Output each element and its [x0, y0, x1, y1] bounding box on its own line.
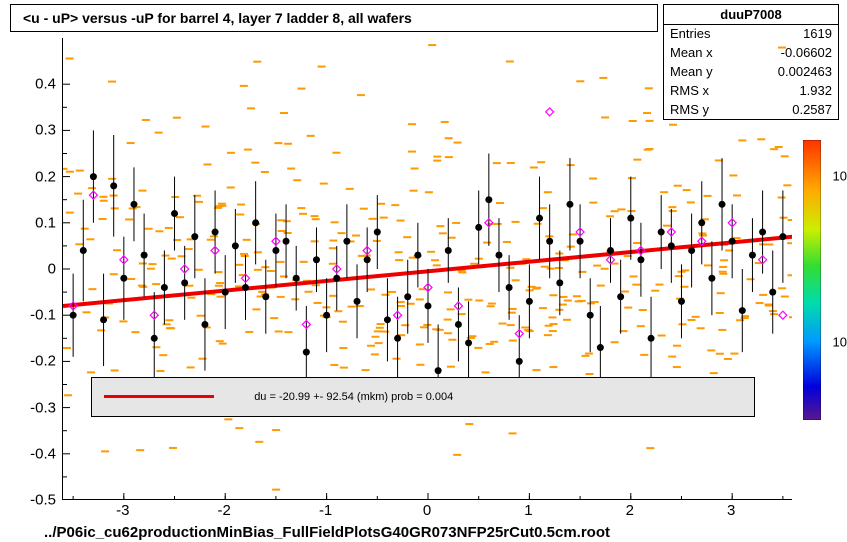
plot-title: <u - uP> versus -uP for barrel 4, layer … — [23, 10, 412, 26]
stats-histogram-name: duuP7008 — [664, 5, 838, 25]
y-tick-label: -0.1 — [0, 307, 56, 324]
y-tick-label: -0.3 — [0, 399, 56, 416]
fit-line-sample — [104, 395, 214, 398]
x-tick-label: 1 — [524, 502, 532, 519]
y-tick-label: -0.4 — [0, 445, 56, 462]
x-tick-label: 0 — [423, 502, 431, 519]
fit-result-box: du = -20.99 +- 92.54 (mkm) prob = 0.004 — [91, 377, 755, 417]
colorbar-tick-label: 10 — [833, 169, 847, 184]
plot-svg — [63, 38, 792, 499]
x-tick-label: -2 — [218, 502, 231, 519]
file-path-label: ../P06ic_cu62productionMinBias_FullField… — [44, 524, 610, 541]
stats-value: 1619 — [803, 26, 832, 43]
y-tick-label: -0.5 — [0, 492, 56, 509]
x-tick-label: 3 — [727, 502, 735, 519]
y-tick-label: 0 — [0, 261, 56, 278]
stats-value: 0.2587 — [792, 102, 832, 119]
y-tick-label: 0.3 — [0, 122, 56, 139]
y-tick-label: -0.2 — [0, 353, 56, 370]
colorbar-svg — [803, 140, 821, 420]
colorbar — [803, 140, 821, 420]
colorbar-tick-label: 10 — [833, 334, 847, 349]
x-tick-label: -1 — [319, 502, 332, 519]
stats-value: 1.932 — [799, 83, 832, 100]
y-tick-label: 0.2 — [0, 168, 56, 185]
plot-title-box: <u - uP> versus -uP for barrel 4, layer … — [10, 4, 658, 32]
x-tick-label: -3 — [116, 502, 129, 519]
x-tick-label: 2 — [626, 502, 634, 519]
y-tick-label: 0.4 — [0, 76, 56, 93]
plot-area — [62, 38, 792, 500]
root-plot-canvas: <u - uP> versus -uP for barrel 4, layer … — [0, 0, 847, 542]
fit-result-text: du = -20.99 +- 92.54 (mkm) prob = 0.004 — [254, 391, 453, 403]
y-tick-label: 0.1 — [0, 214, 56, 231]
